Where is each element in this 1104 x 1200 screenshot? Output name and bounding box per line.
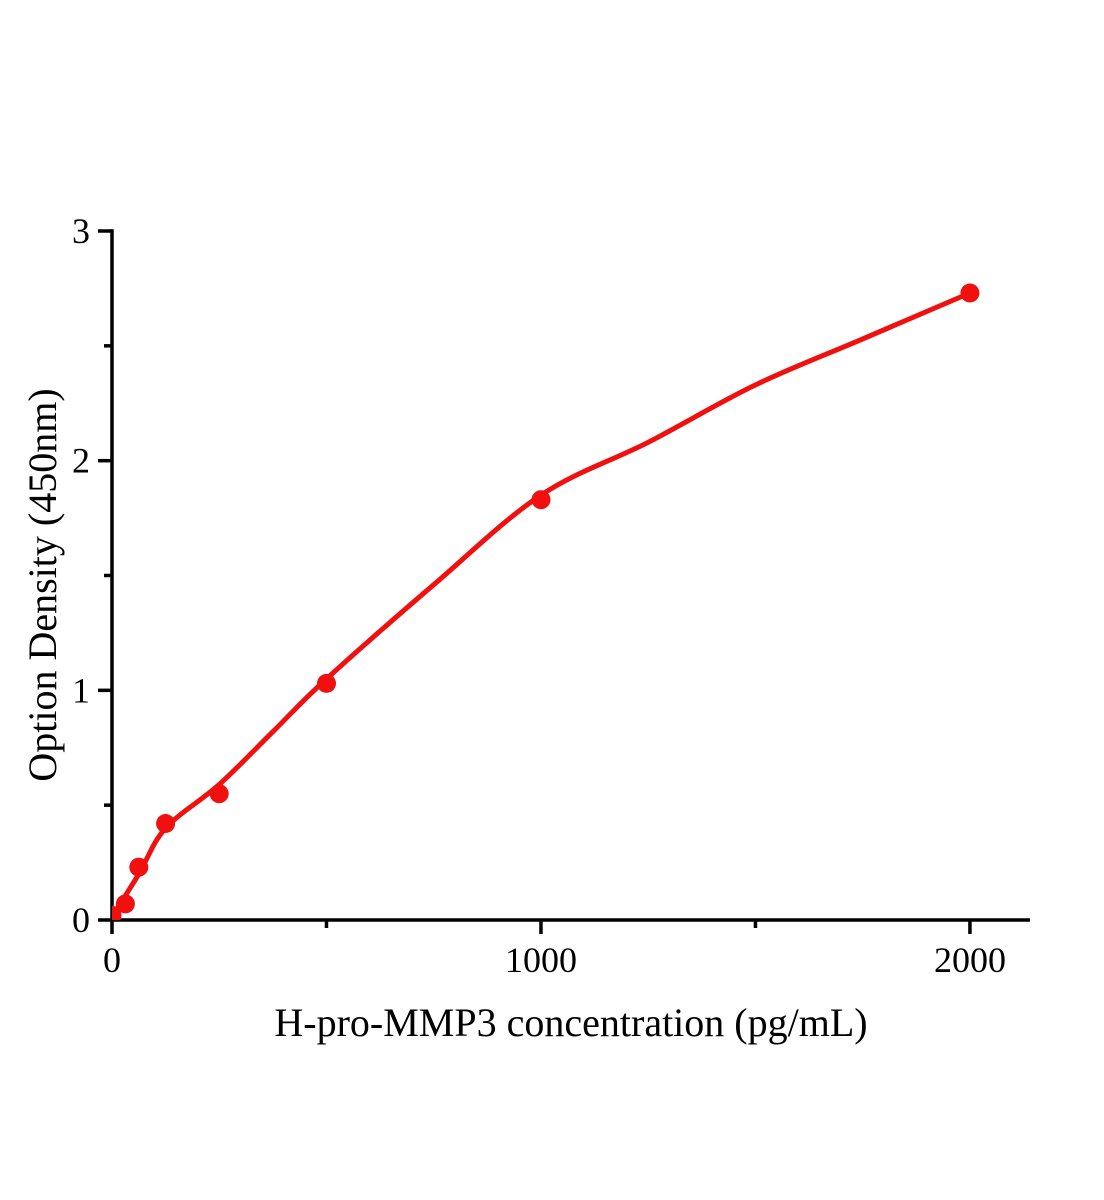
y-axis-title: Option Density (450nm)	[20, 388, 65, 781]
axes-layer	[110, 229, 1030, 922]
x-tick-label: 1000	[505, 940, 577, 980]
fit-curve	[112, 290, 973, 920]
y-tick-label: 0	[72, 900, 90, 940]
y-tick-label: 3	[72, 211, 90, 251]
y-tick-label: 1	[72, 670, 90, 710]
data-point	[115, 894, 135, 914]
data-point	[960, 283, 980, 303]
x-axis-title: H-pro-MMP3 concentration (pg/mL)	[274, 1000, 867, 1045]
data-point	[129, 857, 149, 877]
y-tick-label: 2	[72, 441, 90, 481]
data-point	[156, 814, 176, 833]
ticks-layer	[98, 229, 972, 934]
data-point	[209, 784, 229, 804]
data-point	[531, 490, 551, 510]
x-tick-label: 2000	[934, 940, 1006, 980]
data-layer	[112, 283, 980, 920]
x-tick-label: 0	[103, 940, 121, 980]
tick-labels-layer: 0 1 2 3 0 1000 2000	[72, 211, 1006, 980]
data-point	[317, 673, 336, 693]
